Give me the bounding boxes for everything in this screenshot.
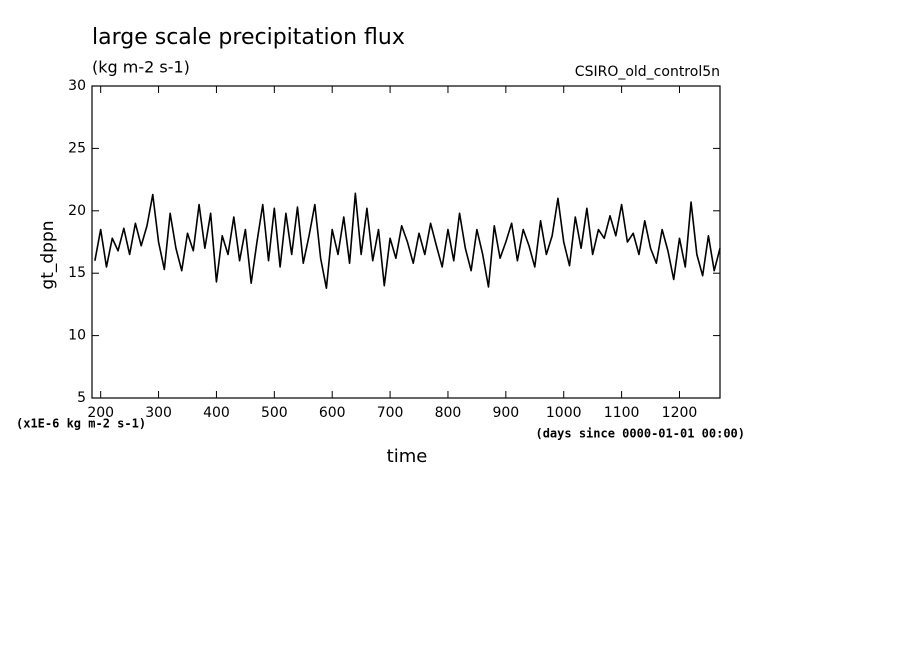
plot-frame [91,85,721,399]
x-tick-label: 1000 [546,405,582,421]
data-line [94,192,721,289]
y-tick-label: 5 [77,390,86,406]
y-units-note: (x1E-6 kg m-2 s-1) [16,417,146,431]
x-tick-label: 400 [203,405,230,421]
chart-subtitle: (kg m-2 s-1) [92,58,190,77]
y-tick-label: 15 [68,265,86,281]
x-tick-label: 300 [145,405,172,421]
x-tick-label: 1100 [604,405,640,421]
x-units-note: (days since 0000-01-01 00:00) [535,427,745,441]
x-tick-label: 1200 [662,405,698,421]
y-axis-label: gt_dppn [38,220,58,289]
y-tick-label: 20 [68,203,86,219]
y-tick-label: 30 [68,78,86,94]
y-tick-label: 25 [68,140,86,156]
y-tick-label: 10 [68,328,86,344]
x-tick-label: 600 [319,405,346,421]
x-tick-label: 700 [377,405,404,421]
x-tick-label: 500 [261,405,288,421]
x-tick-label: 800 [435,405,462,421]
x-axis-label: time [387,446,428,467]
x-tick-label: 900 [492,405,519,421]
chart-title: large scale precipitation flux [92,25,405,50]
dataset-label: CSIRO_old_control5n [575,64,720,80]
x-tick-label: 200 [87,405,114,421]
